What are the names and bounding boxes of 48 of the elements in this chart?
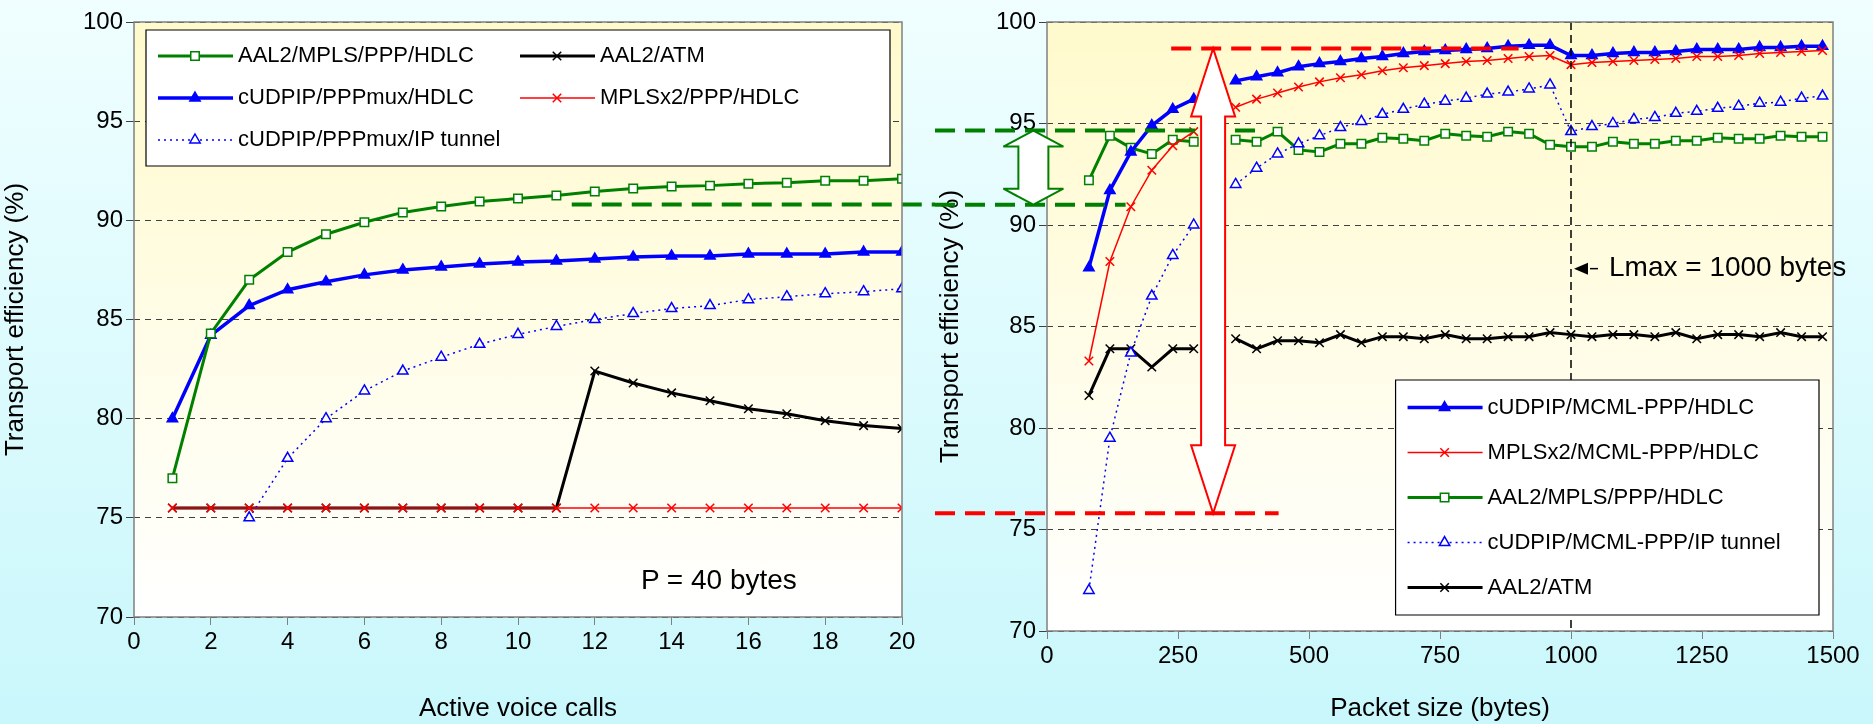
legend-label: MPLSx2/PPP/HDLC <box>600 84 800 110</box>
x-tick-label: 250 <box>1157 641 1199 669</box>
legend-label: AAL2/ATM <box>600 42 705 68</box>
ref-line-label: Lmax = 1000 bytes <box>1609 251 1847 283</box>
y-tick-label: 80 <box>1009 412 1036 440</box>
y-axis-title: Transport efficiency (%) <box>933 189 964 464</box>
y-tick-label: 75 <box>96 502 123 530</box>
legend-label: cUDPIP/PPPmux/IP tunnel <box>238 126 501 152</box>
y-tick-label: 70 <box>1009 615 1036 643</box>
x-axis-title: Packet size (bytes) <box>1330 691 1550 722</box>
legend-label: MPLSx2/MCML-PPP/HDLC <box>1487 438 1760 464</box>
x-tick-label: 1000 <box>1544 641 1598 669</box>
legend-label: cUDPIP/MCML-PPP/IP tunnel <box>1487 528 1781 554</box>
x-tick-label: 16 <box>735 627 762 655</box>
legend-label: AAL2/MPLS/PPP/HDLC <box>238 42 475 68</box>
x-tick-label: 4 <box>280 627 295 655</box>
x-tick-label: 0 <box>1040 641 1054 669</box>
y-axis-title: Transport efficiency (%) <box>0 182 29 457</box>
x-tick-label: 750 <box>1419 641 1461 669</box>
x-tick-label: 6 <box>357 627 372 655</box>
x-tick-label: 20 <box>888 627 916 655</box>
x-tick-label: 10 <box>504 627 532 655</box>
annotation: P = 40 bytes <box>640 564 797 596</box>
y-tick-label: 85 <box>1009 311 1036 339</box>
x-tick-label: 2 <box>204 627 218 655</box>
legend-label: cUDPIP/MCML-PPP/HDLC <box>1487 393 1755 419</box>
legend-label: AAL2/ATM <box>1487 573 1593 599</box>
y-tick-label: 95 <box>96 105 123 133</box>
x-tick-label: 12 <box>581 627 609 655</box>
x-tick-label: 18 <box>811 627 839 655</box>
y-tick-label: 90 <box>96 204 123 232</box>
y-tick-label: 90 <box>1009 209 1036 237</box>
y-tick-label: 80 <box>96 403 123 431</box>
x-tick-label: 8 <box>434 627 448 655</box>
legend-label: cUDPIP/PPPmux/HDLC <box>238 84 475 110</box>
y-tick-label: 70 <box>96 601 123 629</box>
x-tick-label: 1250 <box>1675 641 1729 669</box>
y-tick-label: 75 <box>1009 514 1036 542</box>
y-tick-label: 100 <box>995 6 1036 34</box>
y-tick-label: 85 <box>96 304 123 332</box>
y-tick-label: 95 <box>1009 108 1036 136</box>
x-axis-title: Active voice calls <box>419 691 617 722</box>
x-tick-label: 0 <box>127 627 141 655</box>
y-tick-label: 100 <box>82 6 123 34</box>
x-tick-label: 14 <box>658 627 685 655</box>
x-tick-label: 500 <box>1288 641 1330 669</box>
legend-label: AAL2/MPLS/PPP/HDLC <box>1487 483 1724 509</box>
x-tick-label: 1500 <box>1806 641 1860 669</box>
